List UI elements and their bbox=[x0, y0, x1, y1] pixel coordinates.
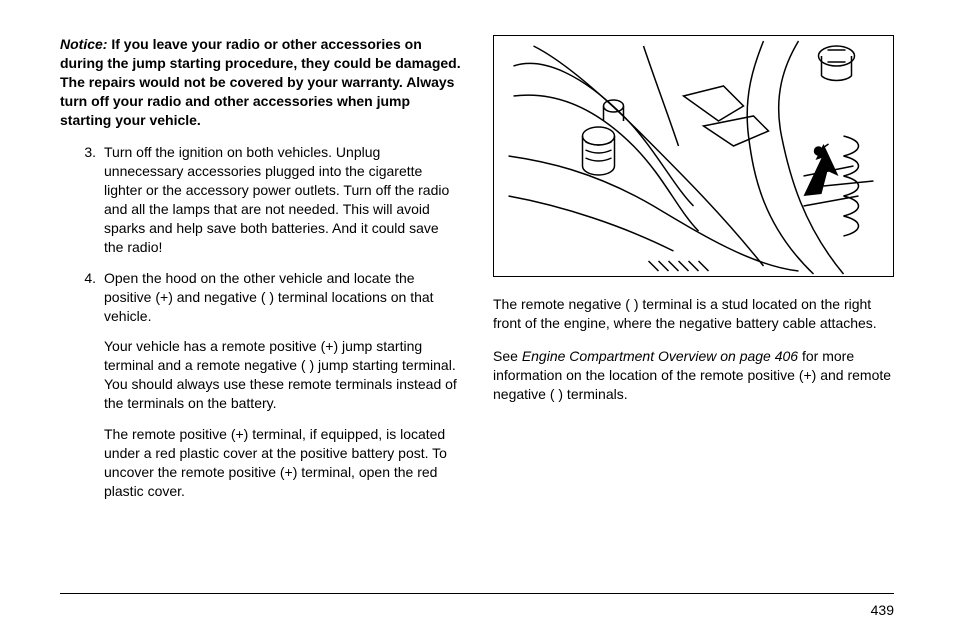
ref-italic: Engine Compartment Overview on page 406 bbox=[522, 348, 798, 364]
ref-prefix: See bbox=[493, 348, 522, 364]
notice-block: Notice: If you leave your radio or other… bbox=[60, 35, 461, 129]
step-number: 4. bbox=[60, 269, 104, 501]
left-column: Notice: If you leave your radio or other… bbox=[60, 35, 461, 513]
notice-text: If you leave your radio or other accesso… bbox=[60, 36, 461, 128]
page-content: Notice: If you leave your radio or other… bbox=[60, 35, 894, 513]
engine-diagram-svg bbox=[494, 36, 893, 276]
step-para: Turn off the ignition on both vehicles. … bbox=[104, 143, 461, 256]
page-number: 439 bbox=[871, 602, 894, 618]
notice-label: Notice: bbox=[60, 36, 107, 52]
right-para: The remote negative ( ) terminal is a st… bbox=[493, 295, 894, 333]
engine-diagram-figure bbox=[493, 35, 894, 277]
step-body: Open the hood on the other vehicle and l… bbox=[104, 269, 461, 501]
right-column: The remote negative ( ) terminal is a st… bbox=[493, 35, 894, 513]
pointer-arrow-icon bbox=[804, 144, 839, 196]
step-body: Turn off the ignition on both vehicles. … bbox=[104, 143, 461, 256]
step-3: 3. Turn off the ignition on both vehicle… bbox=[60, 143, 461, 256]
reference-para: See Engine Compartment Overview on page … bbox=[493, 347, 894, 404]
step-4: 4. Open the hood on the other vehicle an… bbox=[60, 269, 461, 501]
step-para: Your vehicle has a remote positive (+) j… bbox=[104, 337, 461, 413]
step-number: 3. bbox=[60, 143, 104, 256]
footer-rule bbox=[60, 593, 894, 594]
step-para: The remote positive (+) terminal, if equ… bbox=[104, 425, 461, 501]
step-para: Open the hood on the other vehicle and l… bbox=[104, 269, 461, 326]
